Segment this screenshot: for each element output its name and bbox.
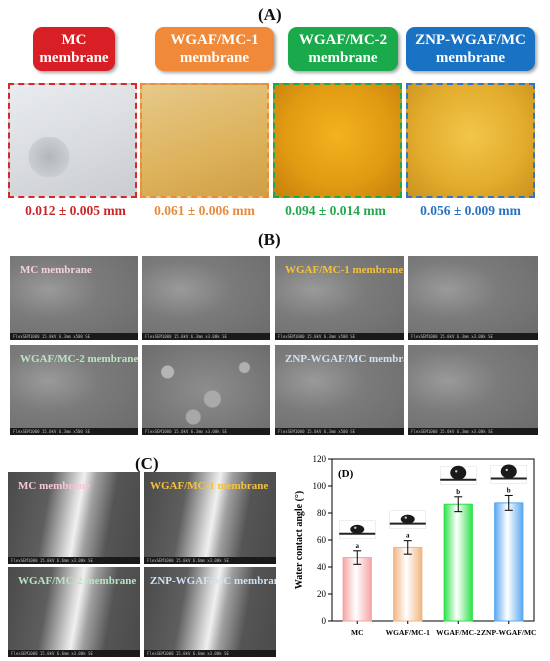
cross-label-znp: ZNP-WGAF/MC membrane [150,575,276,587]
sem-label-znp: ZNP-WGAF/MC membrane [285,353,404,365]
cross-label-wgaf2: WGAF/MC-2 membrane [18,575,137,587]
contact-angle-chart-svg: (D) 0 20 40 60 80 100 120 Water contact angle (°… [294,454,536,637]
cross-section-wgaf2: WGAF/MC-2 membrane FlexSEM1000 15.0kV 6.… [8,567,140,657]
y-tick-label: 60 [317,535,327,545]
membrane-photo-0 [8,83,137,198]
bar-1 [393,546,423,622]
panel-b-label: (B) [258,230,281,249]
badge-line2: membrane [308,50,378,66]
x-tick-label: ZNP-WGAF/MC [481,628,536,637]
droplet-highlight [404,516,407,519]
badge-line2: membrane [179,50,250,66]
sem-surface-znp-low: ZNP-WGAF/MC membrane FlexSEM1000 15.0kV … [275,345,404,435]
panel-d-label: (D) [338,468,354,480]
droplet-highlight [354,526,357,529]
badge-line1: ZNP-WGAF/MC [415,32,526,48]
bar-0 [342,557,372,622]
sem-info-bar: FlexSEM1000 15.0kV 6.3mm x3.00k SE [408,333,538,340]
y-tick-label: 0 [322,616,327,626]
sem-info-bar: FlexSEM1000 15.0kV 6.6mm x3.00k SE [8,650,140,657]
cross-label-wgaf1: WGAF/MC-1 membrane [150,480,269,492]
sem-info-bar: FlexSEM1000 15.0kV 6.3mm x3.00k SE [408,428,538,435]
significance-letter: b [456,488,460,496]
badge-line2: membrane [435,50,506,66]
sem-info-bar: FlexSEM1000 15.0kV 6.3mm x500 SE [10,333,138,340]
panel-a-label: (A) [258,5,282,24]
badge-line2: membrane [39,50,109,66]
membrane-thickness-2: 0.094 ± 0.014 mm [285,203,386,218]
sem-info-bar: FlexSEM1000 15.0kV 6.3mm x3.00k SE [142,333,270,340]
y-tick-label: 40 [317,562,327,572]
droplet [450,465,467,480]
bar-2 [443,503,473,622]
membrane-badge-2: WGAF/MC-2 membrane [288,27,398,71]
x-tick-label: MC [351,628,364,637]
sem-surface-wgaf2-low: WGAF/MC-2 membrane FlexSEM1000 15.0kV 6.… [10,345,138,435]
sem-surface-wgaf2-high: FlexSEM1000 15.0kV 6.3mm x3.00k SE [142,345,270,435]
panel-c-label: (C) [135,454,159,473]
significance-letter: a [406,532,410,540]
membrane-texture [28,137,70,177]
x-tick-label: WGAF/MC-2 [436,628,480,637]
membrane-thickness-3: 0.056 ± 0.009 mm [420,203,521,218]
cross-section-wgaf1: WGAF/MC-1 membrane FlexSEM1000 15.0kV 6.… [144,472,276,564]
sem-info-bar: FlexSEM1000 15.0kV 6.3mm x500 SE [10,428,138,435]
sem-label-mc: MC membrane [20,264,92,276]
sem-info-bar: FlexSEM1000 15.0kV 6.6mm x3.00k SE [144,650,276,657]
significance-letter: a [356,542,360,550]
y-tick-label: 100 [313,481,327,491]
badge-line1: MC [61,32,87,48]
sem-label-wgaf2: WGAF/MC-2 membrane [20,353,138,365]
droplet-highlight [505,468,508,472]
membrane-badge-0: MC membrane [33,27,115,71]
membrane-thickness-1: 0.061 ± 0.006 mm [154,203,255,218]
membrane-photo-1 [140,83,269,198]
membrane-badge-3: ZNP-WGAF/MC membrane [406,27,535,71]
x-tick-label: WGAF/MC-1 [386,628,430,637]
droplet [400,514,415,524]
membrane-photo-2 [273,83,402,198]
membrane-photo-3 [406,83,535,198]
badge-line1: WGAF/MC-1 [170,32,259,48]
sem-info-bar: FlexSEM1000 15.0kV 6.6mm x3.00k SE [8,557,140,564]
sem-surface-mc-low: MC membrane FlexSEM1000 15.0kV 6.3mm x50… [10,256,138,340]
sem-info-bar: FlexSEM1000 15.0kV 6.6mm x3.00k SE [144,557,276,564]
y-tick-label: 80 [317,508,327,518]
cross-label-mc: MC membrane [18,480,90,492]
y-tick-label: 120 [313,454,327,464]
membrane-badge-1: WGAF/MC-1 membrane [155,27,274,71]
contact-angle-chart: (D) 0 20 40 60 80 100 120 Water contact angle (°… [290,453,540,653]
cross-section-znp: ZNP-WGAF/MC membrane FlexSEM1000 15.0kV … [144,567,276,657]
membrane-thickness-0: 0.012 ± 0.005 mm [25,203,126,218]
sem-info-bar: FlexSEM1000 15.0kV 6.3mm x500 SE [275,428,404,435]
y-tick-label: 20 [317,589,327,599]
sem-surface-wgaf1-high: FlexSEM1000 15.0kV 6.3mm x3.00k SE [408,256,538,340]
droplet-highlight [455,470,458,473]
bar-3 [494,502,524,622]
significance-letter: b [507,486,511,494]
sem-info-bar: FlexSEM1000 15.0kV 6.3mm x3.00k SE [142,428,270,435]
droplet [500,464,517,479]
sem-surface-mc-high: FlexSEM1000 15.0kV 6.3mm x3.00k SE [142,256,270,340]
badge-line1: WGAF/MC-2 [298,32,388,48]
sem-surface-wgaf1-low: WGAF/MC-1 membrane FlexSEM1000 15.0kV 6.… [275,256,404,340]
y-axis-label: Water contact angle (°) [294,491,305,590]
sem-info-bar: FlexSEM1000 15.0kV 6.3mm x500 SE [275,333,404,340]
droplet [350,524,365,534]
sem-label-wgaf1: WGAF/MC-1 membrane [285,264,404,276]
cross-section-mc: MC membrane FlexSEM1000 15.0kV 6.6mm x3.… [8,472,140,564]
sem-surface-znp-high: FlexSEM1000 15.0kV 6.3mm x3.00k SE [408,345,538,435]
